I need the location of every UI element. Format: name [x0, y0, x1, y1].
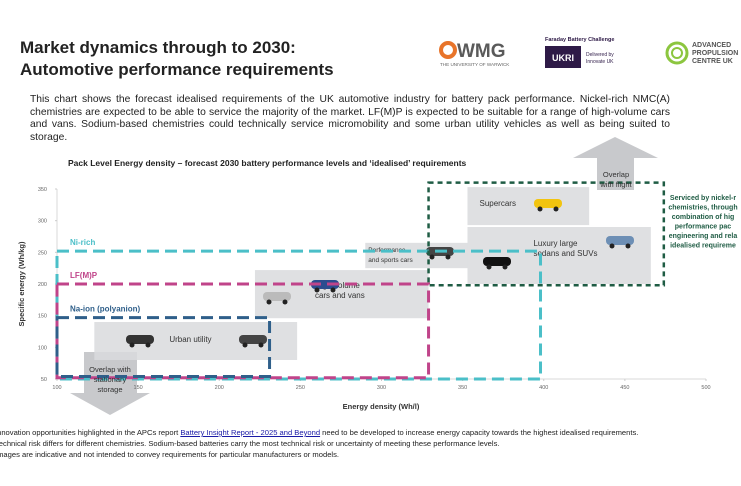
- y-axis-label: Specific energy (Wh/kg): [17, 241, 26, 327]
- annotation: Overlap: [603, 170, 629, 179]
- vehicle-image: [553, 206, 559, 212]
- segment-label: Supercars: [479, 199, 515, 208]
- logo-text: CENTRE UK: [692, 58, 733, 65]
- logo-text: Delivered by: [586, 52, 614, 58]
- region-outline: [427, 181, 666, 287]
- chart-title: Pack Level Energy density – forecast 203…: [68, 158, 467, 168]
- vehicle-image: [502, 264, 508, 270]
- vehicle-image: [483, 257, 511, 266]
- segment-label: sedans and SUVs: [533, 249, 597, 258]
- segment-label: and sports cars: [368, 257, 413, 264]
- x-tick-label: 200: [215, 385, 224, 391]
- region-outline: [55, 316, 272, 378]
- vehicle-image: [129, 342, 135, 348]
- footnote-text: Innovation opportunities highlighted in …: [0, 428, 181, 437]
- region-label: Ni-rich: [70, 238, 95, 247]
- vehicle-image: [486, 264, 492, 270]
- x-tick-label: 400: [539, 385, 548, 391]
- vehicle-image: [606, 236, 634, 245]
- y-tick-label: 350: [38, 187, 47, 193]
- annotation: performance pac: [675, 224, 732, 231]
- vehicle-image: [330, 287, 336, 293]
- x-tick-label: 500: [701, 385, 710, 391]
- annotation: Overlap with: [89, 365, 131, 374]
- annotation: Serviced by nickel-r: [670, 195, 736, 202]
- annotation: storage: [97, 385, 122, 394]
- slide-title: Market dynamics through to 2030:: [20, 38, 296, 57]
- plot: 100 150 200 250 300 350 400 450 500 50 100 150 200 25…: [38, 170, 738, 394]
- y-tick-label: 300: [38, 219, 47, 225]
- footnote: Innovation opportunities highlighted in …: [0, 428, 638, 437]
- footnote: Technical risk differs for different che…: [0, 439, 500, 448]
- annotation: idealised requireme: [670, 243, 736, 250]
- vehicle-image: [314, 287, 320, 293]
- vehicle-image: [258, 342, 264, 348]
- segment-box: [467, 187, 590, 226]
- vehicle-image: [266, 299, 272, 305]
- logo-text: THE UNIVERSITY OF WARWICK: [440, 62, 510, 67]
- annotation: combination of hig: [672, 214, 735, 221]
- vehicle-image: [609, 243, 615, 249]
- vehicle-image: [239, 335, 267, 344]
- segment-label: cars and vans: [315, 291, 365, 300]
- x-tick-label: 450: [620, 385, 629, 391]
- vehicle-image: [126, 335, 154, 344]
- region-label: Na-ion (polyanion): [70, 305, 141, 314]
- wmg-logo: WMG THE UNIVERSITY OF WARWICK: [439, 41, 510, 67]
- y-tick-label: 250: [38, 250, 47, 256]
- logo-text: WMG: [457, 41, 506, 62]
- flight-arrow: [573, 137, 658, 190]
- logo-text: ADVANCED: [692, 42, 731, 49]
- x-tick-label: 250: [296, 385, 305, 391]
- vehicle-image: [534, 199, 562, 208]
- vehicle-image: [311, 280, 339, 289]
- footnote: Images are indicative and not intended t…: [0, 450, 340, 459]
- vehicle-image: [537, 206, 543, 212]
- x-axis-label: Energy density (Wh/l): [343, 402, 420, 411]
- vehicle-image: [263, 292, 291, 301]
- description: This chart shows the forecast idealised …: [30, 94, 670, 143]
- segment-label: Urban utility: [169, 335, 211, 344]
- x-tick-label: 100: [52, 385, 61, 391]
- logo-text: UKRI: [552, 53, 574, 63]
- segment-label: Luxury large: [533, 239, 578, 248]
- y-tick-label: 200: [38, 282, 47, 288]
- logo-block: [545, 46, 581, 68]
- annotation: engineering and rela: [669, 233, 738, 240]
- y-tick-label: 100: [38, 345, 47, 351]
- annotation: with flight: [599, 180, 632, 189]
- logo-text: Faraday Battery Challenge: [545, 37, 614, 43]
- x-tick-label: 150: [134, 385, 143, 391]
- logo-text: PROPULSION: [692, 50, 738, 57]
- y-tick-label: 50: [41, 377, 47, 383]
- report-link[interactable]: Battery Insight Report - 2025 and Beyond: [180, 428, 321, 437]
- y-tick-label: 150: [38, 314, 47, 320]
- x-tick-label: 350: [458, 385, 467, 391]
- region-label: LF(M)P: [70, 271, 98, 280]
- annotation: stationary: [94, 375, 127, 384]
- vehicle-image: [145, 342, 151, 348]
- slide-title: Automotive performance requirements: [20, 60, 334, 79]
- logo-text: Innovate UK: [586, 59, 614, 65]
- x-tick-label: 300: [377, 385, 386, 391]
- logo-icon: [439, 41, 457, 59]
- faraday-logo: Faraday Battery Challenge UKRI Delivered…: [545, 37, 614, 68]
- logo-icon: [671, 47, 683, 59]
- storage-arrow: [70, 352, 150, 415]
- apc-logo: ADVANCED PROPULSION CENTRE UK: [665, 41, 738, 65]
- vehicle-image: [429, 254, 435, 260]
- vehicle-image: [242, 342, 248, 348]
- annotation: chemistries, through: [668, 205, 737, 212]
- logo-icon: [665, 41, 689, 65]
- footnote-text: need to be developed to increase energy …: [320, 428, 639, 437]
- vehicle-image: [625, 243, 631, 249]
- vehicle-image: [445, 254, 451, 260]
- vehicle-image: [282, 299, 288, 305]
